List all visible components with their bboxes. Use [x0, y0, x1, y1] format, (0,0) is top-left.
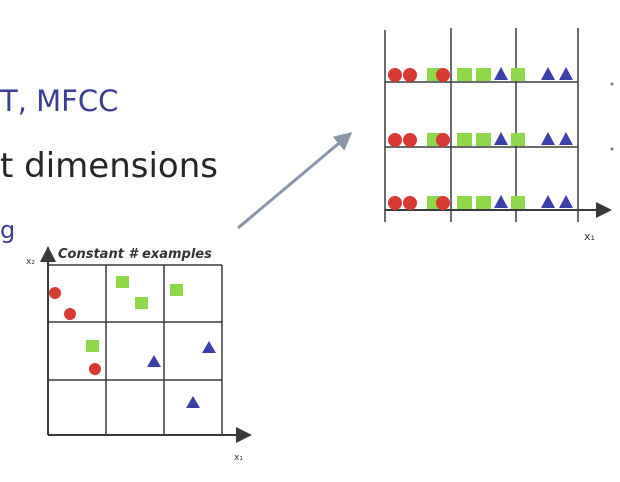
blue-triangle-marker — [494, 67, 508, 80]
green-square-marker — [457, 196, 472, 209]
green-square-marker — [511, 68, 525, 81]
faint-dot — [610, 82, 614, 86]
red-circle-marker — [388, 133, 402, 147]
red-circle-marker — [403, 68, 417, 82]
right-plot-row-bottom — [388, 195, 573, 210]
left-plot-x-label: x₁ — [234, 453, 243, 463]
right-plot-row-top — [388, 67, 573, 82]
blue-triangle-marker — [541, 195, 555, 208]
red-circle-marker — [388, 68, 402, 82]
red-circle-marker — [89, 363, 101, 375]
red-circle-marker — [49, 287, 61, 299]
blue-triangle-marker — [541, 67, 555, 80]
left-plot-title: Constant # examples — [58, 247, 212, 262]
green-square-marker — [476, 68, 491, 81]
faint-dot — [610, 147, 614, 151]
blue-triangle-marker — [494, 195, 508, 208]
red-circle-marker — [436, 196, 450, 210]
blue-triangle-marker — [559, 132, 573, 145]
green-square-marker — [511, 196, 525, 209]
red-circle-marker — [64, 308, 76, 320]
blue-triangle-marker — [186, 396, 200, 408]
green-square-marker — [86, 340, 99, 352]
red-circle-marker — [388, 196, 402, 210]
green-square-marker — [116, 276, 129, 288]
green-square-marker — [457, 68, 472, 81]
blue-triangle-marker — [559, 195, 573, 208]
red-circle-marker — [436, 68, 450, 82]
green-square-marker — [476, 133, 491, 146]
right-plot-grid — [384, 28, 579, 222]
green-square-marker — [170, 284, 183, 296]
left-plot-y-label: x₂ — [26, 257, 35, 267]
blue-triangle-marker — [202, 341, 216, 353]
blue-triangle-marker — [541, 132, 555, 145]
green-square-marker — [135, 297, 148, 309]
red-circle-marker — [436, 133, 450, 147]
green-square-marker — [457, 133, 472, 146]
features-text: T, MFCC — [0, 84, 119, 118]
blue-triangle-marker — [559, 67, 573, 80]
right-plot-row-middle — [388, 132, 573, 147]
red-circle-marker — [403, 133, 417, 147]
left-plot-grid — [48, 264, 223, 435]
fragment-text: g — [0, 216, 16, 244]
green-square-marker — [511, 133, 525, 146]
blue-triangle-marker — [147, 355, 161, 367]
dimensions-text: t dimensions — [0, 146, 218, 186]
connector-arrow — [237, 132, 353, 230]
red-circle-marker — [403, 196, 417, 210]
blue-triangle-marker — [494, 132, 508, 145]
green-square-marker — [476, 196, 491, 209]
right-plot-x-label: x₁ — [584, 230, 595, 243]
